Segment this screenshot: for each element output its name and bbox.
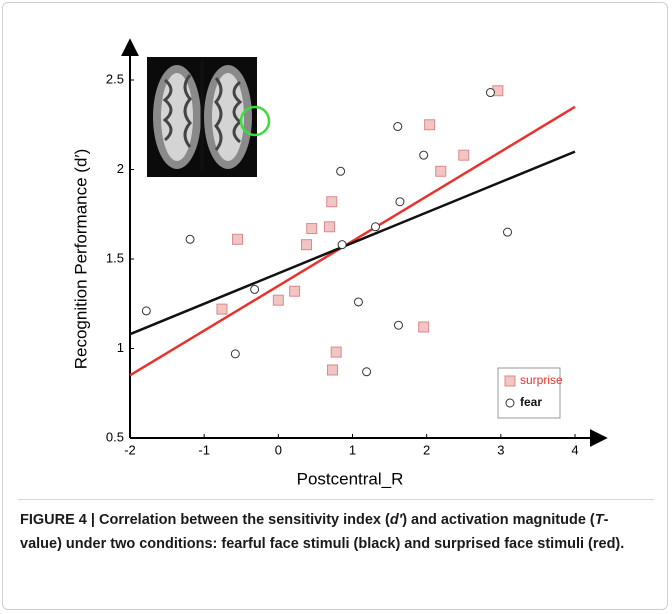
y-tick-label: 2.5 bbox=[106, 71, 124, 86]
caption-text: FIGURE 4 | Correlation between the sensi… bbox=[20, 512, 390, 528]
point bbox=[393, 320, 403, 330]
figure-caption: FIGURE 4 | Correlation between the sensi… bbox=[20, 508, 650, 556]
legend-label: fear bbox=[520, 395, 542, 409]
point bbox=[424, 119, 436, 131]
legend-label: surprise bbox=[520, 373, 563, 387]
legend-marker bbox=[505, 398, 515, 408]
point bbox=[272, 294, 284, 306]
point bbox=[458, 149, 470, 161]
fit-line bbox=[129, 150, 576, 336]
x-tick-label: 2 bbox=[423, 442, 430, 457]
point bbox=[395, 197, 405, 207]
point bbox=[185, 234, 195, 244]
point bbox=[393, 122, 403, 132]
point bbox=[216, 303, 228, 315]
point bbox=[370, 222, 380, 232]
point bbox=[301, 239, 313, 251]
point bbox=[485, 88, 495, 98]
y-tick-label: 1 bbox=[117, 340, 124, 355]
x-tick-label: 0 bbox=[275, 442, 282, 457]
x-tick-label: 1 bbox=[349, 442, 356, 457]
x-tick-label: -1 bbox=[198, 442, 210, 457]
x-axis-label: Postcentral_R bbox=[297, 469, 404, 488]
point bbox=[326, 196, 338, 208]
point bbox=[232, 233, 244, 245]
x-tick-label: -2 bbox=[124, 442, 136, 457]
y-axis-label: Recognition Performance (d′) bbox=[71, 149, 90, 370]
point bbox=[250, 284, 260, 294]
chart: Postcentral_R Recognition Performance (d… bbox=[71, 38, 608, 488]
caption-text: ) and activation magnitude ( bbox=[402, 512, 595, 528]
point bbox=[306, 223, 318, 235]
y-tick-label: 0.5 bbox=[106, 429, 124, 444]
caption-text: T bbox=[594, 512, 604, 528]
point bbox=[418, 321, 430, 333]
point bbox=[330, 346, 342, 358]
legend-marker bbox=[504, 375, 516, 387]
point bbox=[419, 150, 429, 160]
divider bbox=[18, 499, 654, 500]
x-tick-label: 3 bbox=[497, 442, 504, 457]
point bbox=[326, 364, 338, 376]
point bbox=[324, 221, 336, 233]
point bbox=[336, 166, 346, 176]
point bbox=[289, 285, 301, 297]
point bbox=[337, 240, 347, 250]
point bbox=[503, 227, 513, 237]
point bbox=[435, 165, 447, 177]
point bbox=[141, 306, 151, 316]
point bbox=[362, 367, 372, 377]
point bbox=[353, 297, 363, 307]
y-tick-label: 1.5 bbox=[106, 250, 124, 265]
y-tick-label: 2 bbox=[117, 161, 124, 176]
point bbox=[230, 349, 240, 359]
x-tick-label: 4 bbox=[571, 442, 578, 457]
caption-text: -value) under two conditions: fearful fa… bbox=[20, 512, 625, 552]
brain-inset bbox=[147, 57, 271, 177]
caption-text: d′ bbox=[389, 512, 403, 528]
fit-line bbox=[129, 105, 576, 377]
